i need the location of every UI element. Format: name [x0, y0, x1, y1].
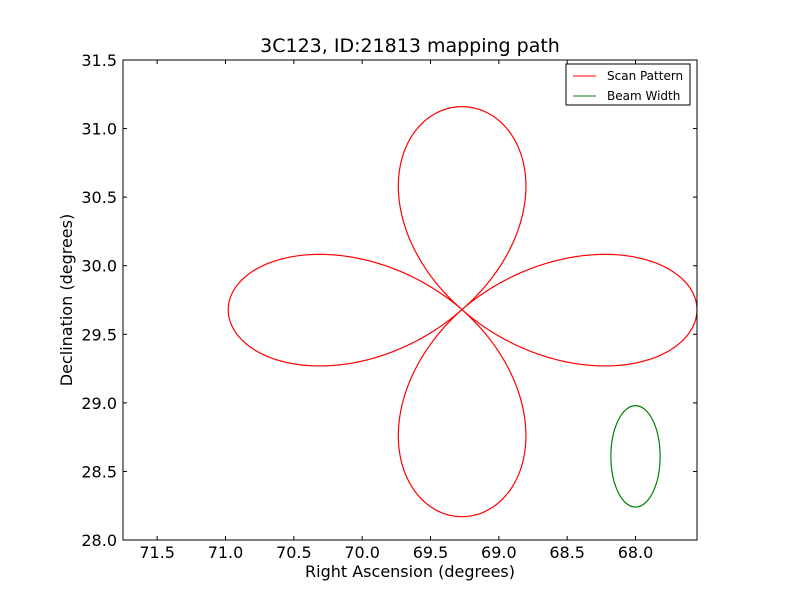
series-circle-beam-width [610, 405, 661, 508]
y-tick-label: 28.5 [81, 462, 117, 481]
y-tick-label: 29.5 [81, 325, 117, 344]
legend-label-beam-width: Beam Width [607, 89, 680, 103]
x-tick-label: 71.0 [208, 543, 244, 562]
y-tick-label: 30.0 [81, 257, 117, 276]
y-tick-label: 31.5 [81, 51, 117, 70]
x-tick-label: 69.0 [481, 543, 517, 562]
x-tick-label: 70.5 [276, 543, 312, 562]
legend-label-scan-pattern: Scan Pattern [607, 69, 683, 83]
x-tick-label: 70.0 [344, 543, 380, 562]
y-tick-label: 31.0 [81, 120, 117, 139]
plot-layer [227, 106, 697, 518]
x-tick-label: 68.5 [549, 543, 585, 562]
x-tick-label: 69.5 [413, 543, 449, 562]
y-axis-label: Declination (degrees) [57, 214, 76, 386]
y-tick-label: 29.0 [81, 394, 117, 413]
x-tick-label: 68.0 [618, 543, 654, 562]
legend-box [565, 63, 691, 106]
series-line-scan-pattern [227, 106, 697, 518]
plot-frame [122, 59, 698, 541]
x-tick-label: 71.5 [139, 543, 175, 562]
legend: Scan Pattern Beam Width [565, 63, 691, 106]
y-tick-label: 28.0 [81, 531, 117, 550]
x-axis-label: Right Ascension (degrees) [305, 562, 515, 581]
chart-title: 3C123, ID:21813 mapping path [260, 35, 560, 57]
y-tick-label: 30.5 [81, 188, 117, 207]
tick-layer: 71.5 71.0 70.5 70.0 69.5 69.0 68.5 68.0 28.0 28.5… [81, 51, 697, 562]
